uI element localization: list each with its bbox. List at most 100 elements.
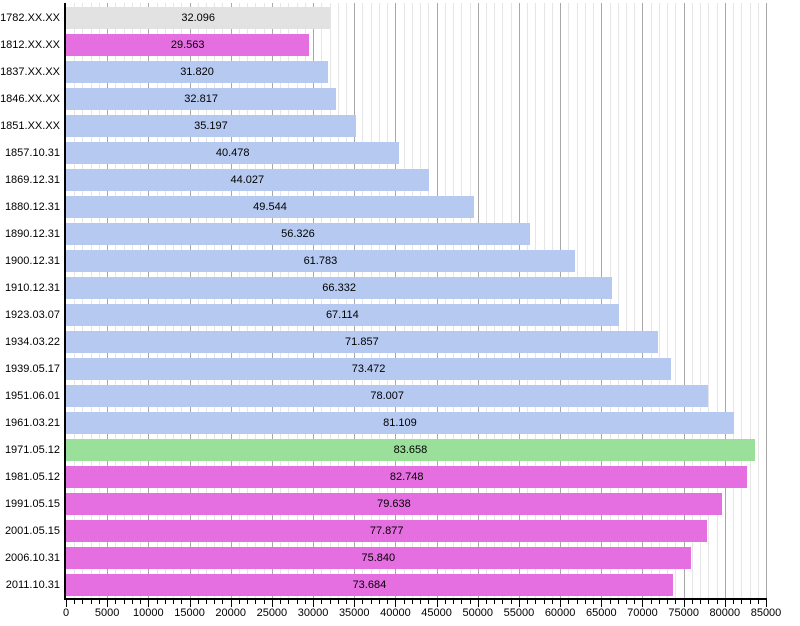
minor-tick	[181, 600, 183, 604]
minor-gridline	[617, 3, 619, 598]
bar-track: 32.817	[66, 85, 766, 112]
bar-value-label: 44.027	[230, 173, 265, 186]
minor-gridline	[658, 3, 660, 598]
category-label: 1857.10.31	[4, 146, 60, 159]
category-label: 1900.12.31	[4, 254, 60, 267]
minor-tick	[131, 600, 133, 604]
major-tick	[66, 600, 67, 607]
bar: 61.783	[66, 249, 575, 272]
minor-tick	[222, 600, 224, 604]
minor-tick	[337, 600, 339, 604]
major-tick	[518, 600, 520, 607]
minor-gridline	[757, 3, 759, 598]
bar-value-label: 75.840	[361, 551, 396, 564]
x-axis-tick-label: 75000	[668, 607, 699, 619]
minor-gridline	[321, 3, 323, 598]
bar-track: 29.563	[66, 31, 766, 58]
bar-track: 31.820	[66, 58, 766, 85]
minor-tick	[255, 600, 257, 604]
bar-track: 83.658	[66, 436, 766, 463]
minor-gridline	[197, 3, 199, 598]
minor-gridline	[280, 3, 282, 598]
major-tick	[436, 600, 438, 607]
major-gridline	[230, 3, 232, 598]
minor-gridline	[164, 3, 166, 598]
minor-gridline	[527, 3, 529, 598]
category-label: 2006.10.31	[4, 551, 60, 564]
minor-tick	[304, 600, 306, 604]
minor-tick	[708, 600, 710, 604]
category-label: 1846.XX.XX	[0, 92, 60, 105]
minor-tick	[173, 600, 175, 604]
major-gridline	[107, 3, 109, 598]
bar: 32.096	[66, 6, 331, 29]
minor-tick	[749, 600, 751, 604]
bar-value-label: 49.544	[253, 200, 287, 213]
bar: 66.332	[66, 276, 613, 299]
minor-tick	[370, 600, 372, 604]
bar: 81.109	[66, 411, 734, 434]
bar-value-label: 66.332	[322, 281, 356, 294]
category-label: 1869.12.31	[4, 173, 60, 186]
minor-gridline	[82, 3, 84, 598]
category-label: 1981.05.12	[4, 470, 60, 483]
minor-gridline	[733, 3, 735, 598]
minor-gridline	[469, 3, 471, 598]
minor-tick	[197, 600, 199, 604]
minor-gridline	[593, 3, 595, 598]
major-tick	[560, 600, 562, 607]
minor-tick	[667, 600, 669, 604]
minor-tick	[321, 600, 323, 604]
minor-tick	[535, 600, 537, 604]
bar: 79.638	[66, 492, 722, 515]
bar-value-label: 40.478	[215, 146, 250, 159]
major-gridline	[766, 3, 767, 598]
category-label: 1971.05.12	[4, 443, 60, 456]
minor-tick	[346, 600, 347, 604]
minor-gridline	[247, 3, 249, 598]
minor-gridline	[700, 3, 702, 598]
minor-tick	[403, 600, 405, 604]
chart-rows: 32.096 29.563 31.820 32.817 35.197 40.478 44.0…	[66, 4, 766, 598]
major-tick	[230, 600, 232, 607]
x-axis-tick-labels: 0 5000 10000 15000 20000 25000 30000 35000 40000…	[63, 607, 781, 621]
minor-tick	[247, 600, 249, 604]
x-axis-tick-label: 80000	[709, 607, 741, 619]
x-axis-tick-label: 55000	[503, 607, 535, 619]
major-gridline	[477, 3, 479, 598]
minor-tick	[584, 600, 586, 604]
minor-tick	[453, 600, 455, 604]
category-label: 1812.XX.XX	[0, 38, 60, 51]
bar-track: 82.748	[66, 463, 766, 490]
minor-gridline	[461, 3, 463, 598]
category-label: 2001.05.15	[4, 524, 60, 537]
minor-gridline	[288, 3, 290, 598]
minor-gridline	[551, 3, 553, 598]
bar: 73.684	[66, 573, 673, 596]
major-gridline	[560, 3, 562, 598]
bar-track: 44.027	[66, 166, 766, 193]
minor-tick	[362, 600, 364, 604]
minor-tick	[115, 600, 117, 604]
minor-gridline	[486, 3, 487, 598]
minor-tick	[634, 600, 636, 604]
minor-gridline	[387, 3, 389, 598]
minor-gridline	[535, 3, 537, 598]
bar: 29.563	[66, 33, 310, 56]
x-axis-tick-label: 70000	[627, 607, 658, 619]
minor-tick	[551, 600, 553, 604]
minor-tick	[543, 600, 545, 604]
major-tick	[724, 600, 726, 607]
bar-track: 79.638	[66, 490, 766, 517]
minor-gridline	[411, 3, 413, 598]
x-axis-tick-label: 25000	[256, 607, 288, 619]
bar-track: 71.857	[66, 328, 766, 355]
bar-value-label: 71.857	[345, 335, 379, 348]
minor-tick	[420, 600, 422, 604]
major-gridline	[683, 3, 685, 598]
bar-track: 81.109	[66, 409, 766, 436]
minor-gridline	[708, 3, 710, 598]
minor-gridline	[634, 3, 636, 598]
minor-tick	[123, 600, 125, 604]
